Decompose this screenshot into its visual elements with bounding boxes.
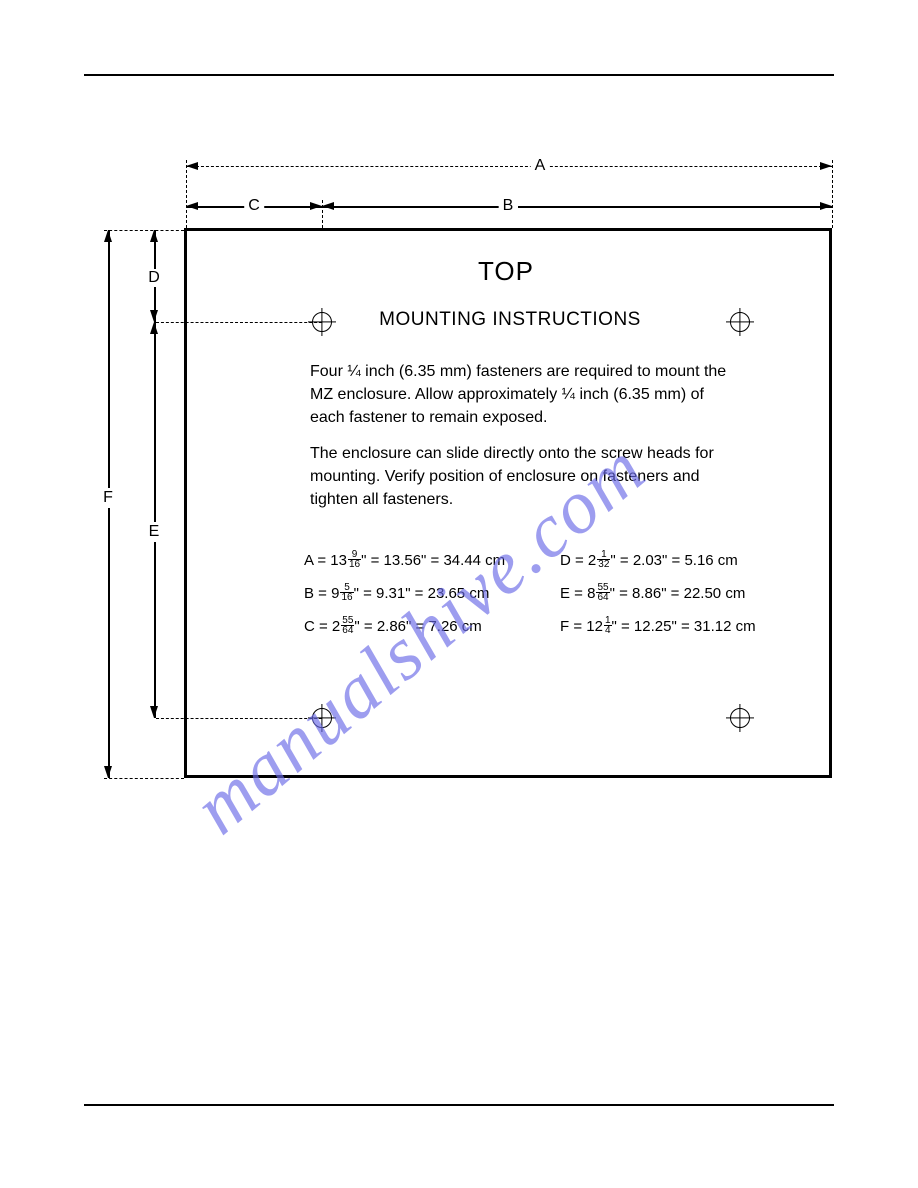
arrow-a-right <box>820 162 832 170</box>
dim-line-b-right <box>518 206 832 208</box>
dim-line-b-left <box>322 206 500 208</box>
dim-label-a: A <box>531 157 550 175</box>
ext-a-left <box>186 160 187 228</box>
ext-f-bot <box>104 778 184 779</box>
page-rule-top <box>84 74 834 76</box>
dim-label-e: E <box>145 523 164 541</box>
dimensions-left: A = 13916" = 13.56" = 34.44 cm B = 9516" … <box>304 550 505 649</box>
dimension-row-a: A = 13916" = 13.56" = 34.44 cm <box>304 550 505 569</box>
dim-line-f-top <box>108 230 110 488</box>
dim-line-e-top <box>154 322 156 522</box>
dim-line-f-bot <box>108 508 110 778</box>
ext-f-top <box>104 230 184 231</box>
ext-a-right <box>832 160 833 228</box>
mounting-diagram: A C B F D E TOP MOUNTING INSTRUCTIONS Fo… <box>100 150 840 810</box>
arrow-e-top <box>150 322 158 334</box>
arrow-f-top <box>104 230 112 242</box>
arrow-d-top <box>150 230 158 242</box>
paragraph-1: Four ¼ inch (6.35 mm) fasteners are requ… <box>310 360 730 430</box>
page-rule-bottom <box>84 1104 834 1106</box>
arrow-b-right <box>820 202 832 210</box>
fastener-mark-bottom-left <box>310 706 334 730</box>
arrow-b-left <box>322 202 334 210</box>
fastener-mark-top-left <box>310 310 334 334</box>
dim-label-f: F <box>99 489 117 507</box>
dim-label-b: B <box>499 197 518 215</box>
arrow-d-bot <box>150 310 158 322</box>
dimension-row-f: F = 1214" = 12.25" = 31.12 cm <box>560 616 756 635</box>
dim-label-c: C <box>244 197 264 215</box>
paragraph-2: The enclosure can slide directly onto th… <box>310 442 730 512</box>
dim-line-e-bot <box>154 542 156 718</box>
fastener-mark-bottom-right <box>728 706 752 730</box>
fastener-mark-top-right <box>728 310 752 334</box>
dimension-row-b: B = 9516" = 9.31" = 23.65 cm <box>304 583 505 602</box>
dim-label-d: D <box>144 269 164 287</box>
dimension-row-c: C = 25564" = 2.86" = 7.26 cm <box>304 616 505 635</box>
dim-line-a <box>186 166 832 167</box>
title-top: TOP <box>478 256 534 287</box>
ext-cb <box>322 200 323 228</box>
dimensions-right: D = 2132" = 2.03" = 5.16 cm E = 85564" = … <box>560 550 756 649</box>
dimension-row-d: D = 2132" = 2.03" = 5.16 cm <box>560 550 756 569</box>
subtitle-mounting: MOUNTING INSTRUCTIONS <box>379 309 641 331</box>
arrow-c-right <box>310 202 322 210</box>
arrow-f-bot <box>104 766 112 778</box>
dimension-row-e: E = 85564" = 8.86" = 22.50 cm <box>560 583 756 602</box>
arrow-c-left <box>186 202 198 210</box>
arrow-a-left <box>186 162 198 170</box>
arrow-e-bot <box>150 706 158 718</box>
